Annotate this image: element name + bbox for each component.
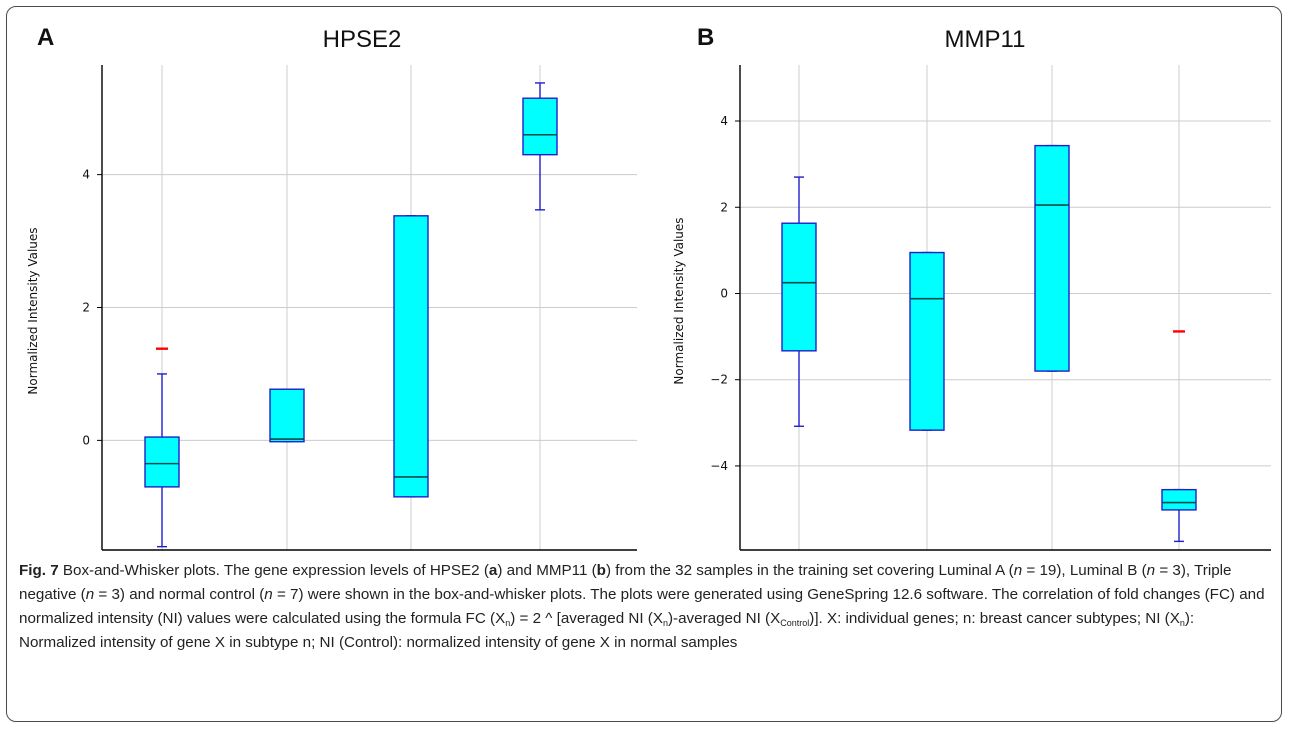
caption-text: ): Normalized intensity of gene X in sub… [19,610,1195,651]
caption-subscript: n [1179,618,1185,628]
caption-n-symbol: n [1146,562,1156,579]
caption-panel-ref-b: b [596,562,606,579]
caption-n-symbol: n [85,586,95,603]
box-iqr [781,222,817,352]
box-iqr [144,436,180,488]
caption-text: ) = 2 ^ [averaged NI (X [510,610,663,627]
panel-b-letter: B [697,24,714,51]
y-tick-label: 4 [82,168,90,182]
panel-a-y-axis-label: Normalized Intensity Values [26,227,40,394]
caption-text: = 3), Triple negative ( [19,562,1232,603]
y-tick-label: 4 [720,114,728,128]
panel-a-chart: A HPSE2 Normalized Intensity Values 024L… [26,24,637,551]
caption-n-symbol: n [1013,562,1023,579]
panel-b-y-axis-label: Normalized Intensity Values [672,217,686,384]
box-iqr [522,97,558,156]
box-iqr [393,215,429,498]
caption-text: )-averaged NI (X [667,610,781,627]
caption-subscript: n [662,618,668,628]
caption-subscript: Control [780,618,810,628]
panel-b-chart: B MMP11 Normalized Intensity Values −4 −2… [672,24,1271,551]
caption-subscript: n [505,618,511,628]
panel-a-letter: A [37,24,54,51]
y-tick-label: 2 [720,200,728,214]
box-iqr [909,251,945,431]
caption-text: ) and MMP11 ( [497,562,597,579]
panel-b-title: MMP11 [945,26,1026,53]
y-tick-label: 0 [720,286,728,300]
panel-b-plot-area: −4−2024Luminal ALuminal BTriple negative… [710,65,1271,551]
panel-a-title: HPSE2 [323,26,402,53]
y-tick-label: −2 [710,373,728,387]
caption-panel-ref-a: a [488,562,498,579]
panel-a-plot-area: 024Luminal ALuminal BTriple negativeNorm… [82,65,637,551]
caption-text: ) from the 32 samples in the training se… [605,562,1014,579]
caption-text: Box-and-Whisker plots. The gene expressi… [58,562,489,579]
box-iqr [269,388,305,443]
caption-text: )]. X: individual genes; n: breast cance… [809,610,1180,627]
caption-text: = 19), Luminal B ( [1022,562,1147,579]
figure-caption: Fig. 7 Box-and-Whisker plots. The gene e… [19,559,1271,655]
caption-figure-label: Fig. 7 [19,562,59,579]
caption-n-symbol: n [264,586,273,603]
caption-text: = 7) were shown in the box-and-whisker p… [19,586,1265,627]
y-tick-label: 0 [82,433,90,447]
box-iqr [1034,144,1070,372]
caption-text: = 3) and normal control ( [94,586,265,603]
y-tick-label: −4 [710,459,728,473]
box-iqr [1161,488,1197,511]
y-tick-label: 2 [82,301,90,315]
figure-frame: A HPSE2 Normalized Intensity Values 024L… [6,6,1282,722]
